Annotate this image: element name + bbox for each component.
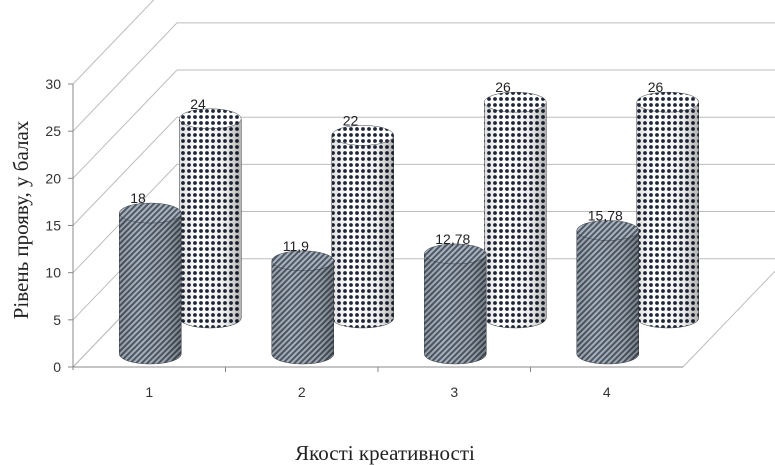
bar [272, 251, 334, 364]
bar-shade [179, 119, 241, 328]
bar-shade [119, 213, 181, 364]
bar-shade [484, 102, 546, 328]
data-label: 12,78 [435, 231, 470, 247]
bar-top [637, 92, 699, 112]
bar-top [119, 203, 181, 223]
y-tick-label: 0 [53, 359, 61, 375]
bar-top [332, 125, 394, 145]
data-label: 26 [495, 79, 511, 95]
bar-shade [332, 135, 394, 328]
x-tick-label: 3 [450, 384, 458, 400]
x-tick-label: 4 [603, 384, 611, 400]
bar-top [179, 109, 241, 129]
y-tick-label: 25 [45, 123, 61, 139]
gridline [73, 70, 177, 178]
bar [424, 244, 486, 364]
y-tick-label: 30 [45, 76, 61, 92]
gridline [73, 23, 177, 131]
bars [119, 92, 699, 364]
y-axis-title: Рівень прояву, у балах [9, 120, 33, 319]
y-tick-label: 15 [45, 218, 61, 234]
bar [332, 125, 394, 328]
x-tick-label: 1 [145, 384, 153, 400]
bar [179, 109, 241, 328]
x-tick-label: 2 [298, 384, 306, 400]
bar-shade [272, 261, 334, 364]
data-label: 26 [648, 79, 664, 95]
bar [637, 92, 699, 328]
bar-shade [637, 102, 699, 328]
data-label: 11,9 [283, 238, 309, 254]
x-axis-title: Якості креативності [295, 441, 475, 465]
bar-top [484, 92, 546, 112]
gridline [73, 0, 177, 84]
y-tick-label: 10 [45, 265, 61, 281]
y-tick-label: 5 [53, 312, 61, 328]
data-label: 18 [130, 190, 146, 206]
data-label: 24 [190, 96, 206, 112]
bar-shade [424, 254, 486, 364]
bar [577, 220, 639, 364]
bar [119, 203, 181, 364]
y-tick-label: 20 [45, 170, 61, 186]
data-label: 22 [343, 112, 359, 128]
bar [484, 92, 546, 328]
bar-shade [577, 230, 639, 364]
data-label: 15,78 [588, 207, 623, 223]
